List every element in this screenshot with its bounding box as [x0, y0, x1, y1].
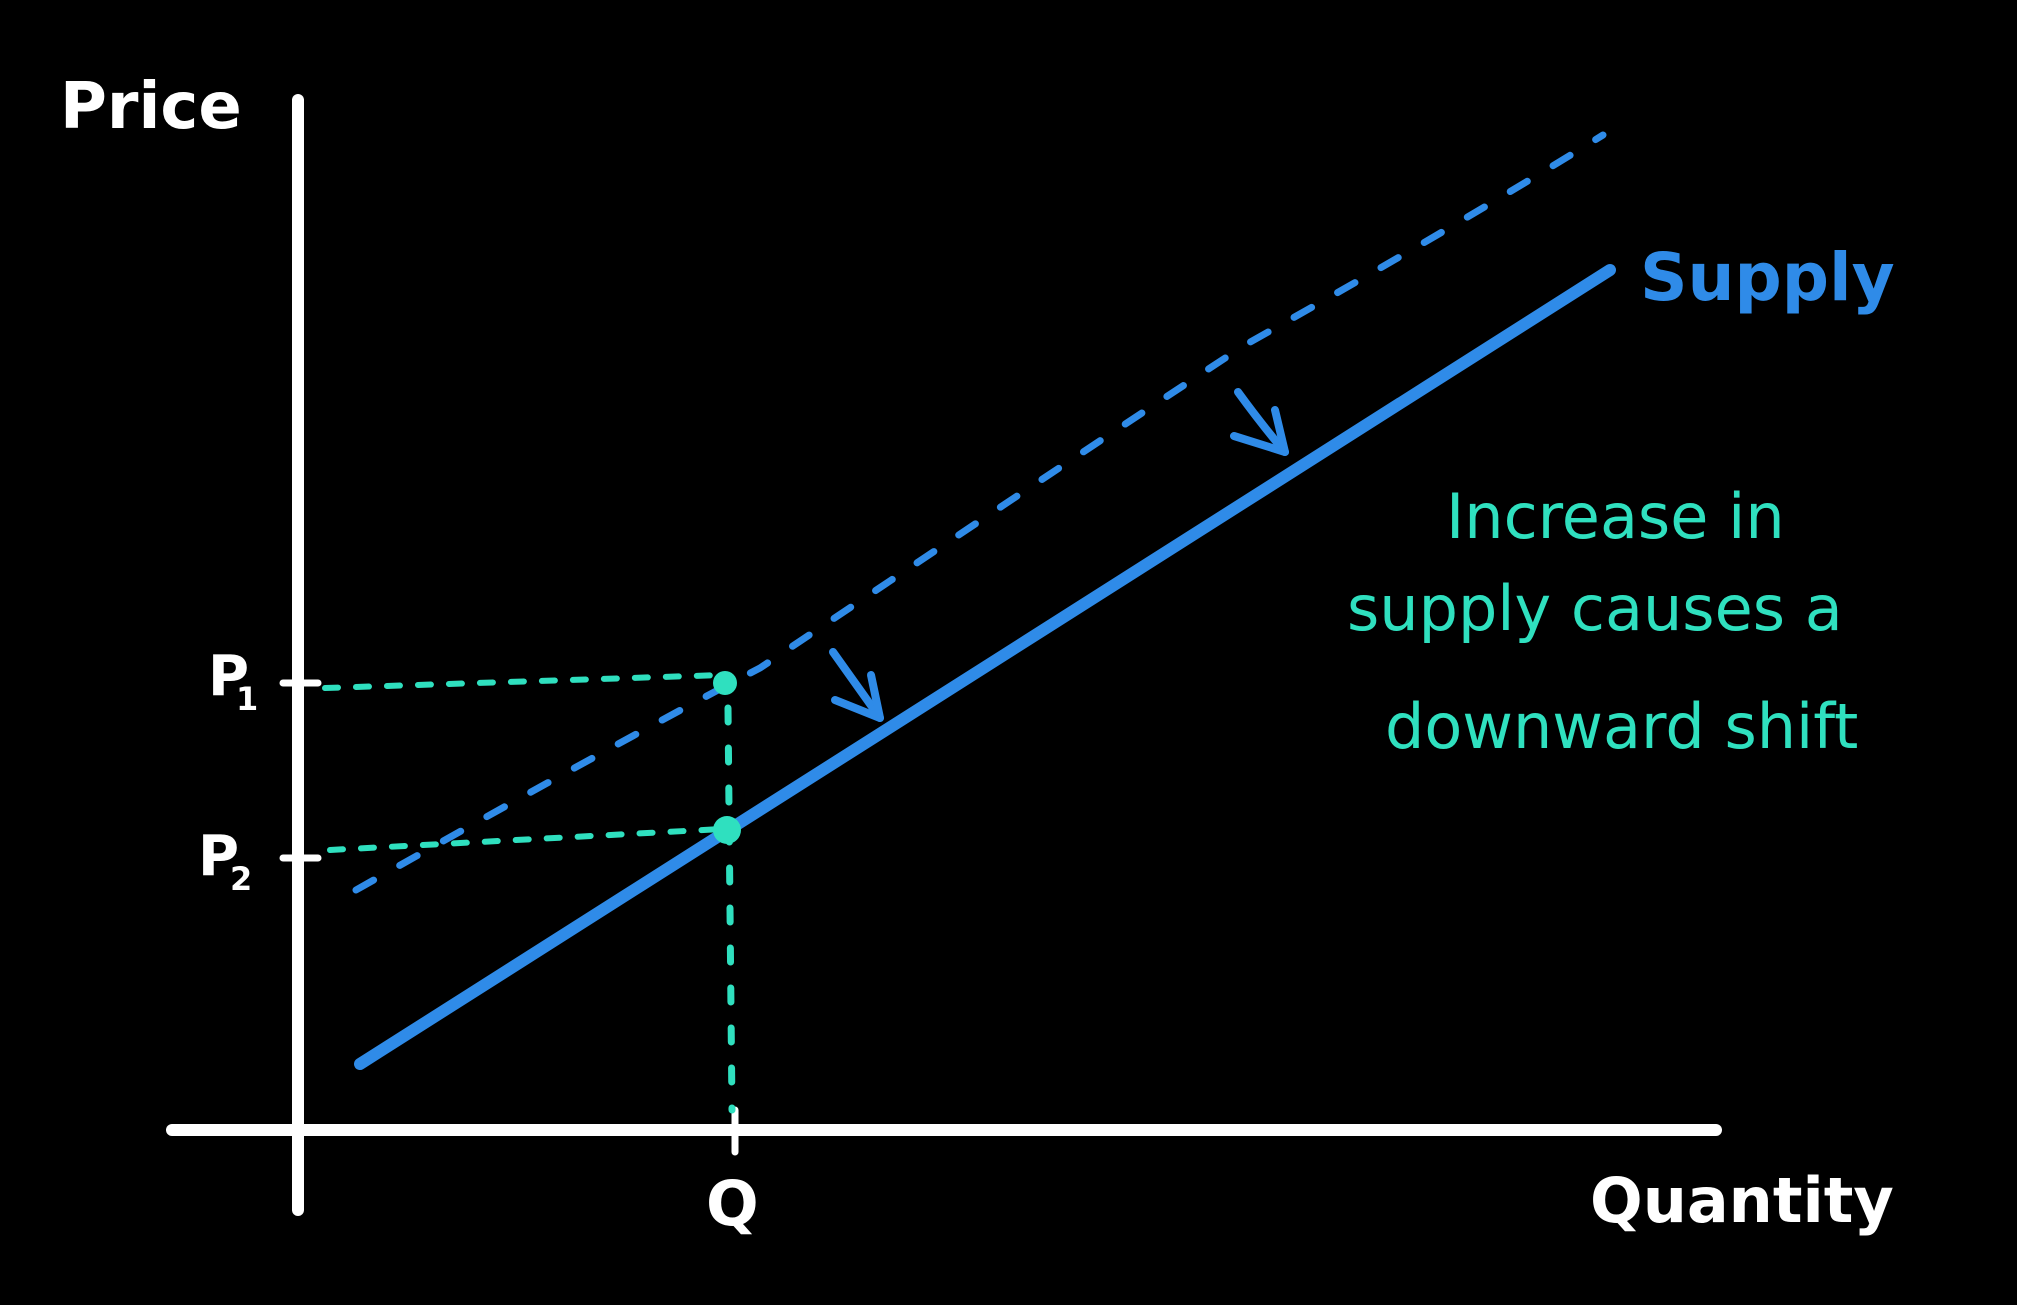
y-axis-label: Price: [60, 70, 242, 144]
p1-label: P: [208, 644, 249, 709]
p2-subscript: 2: [230, 860, 252, 898]
equilibrium-point-2: [713, 816, 741, 844]
p2-guide-line: [327, 826, 725, 853]
p1-guide-line: [322, 672, 725, 691]
shift-arrow-lower: [829, 648, 884, 722]
supply-curve: [354, 264, 1616, 1070]
original-supply-curve: [352, 131, 1607, 894]
x-axis-label: Quantity: [1590, 1164, 1894, 1237]
p2-label: P: [198, 824, 239, 889]
p1-subscript: 1: [236, 680, 258, 718]
note-line-3: downward shift: [1385, 690, 1858, 763]
note-line-1: Increase in: [1446, 480, 1785, 553]
q-guide-line: [724, 704, 736, 1114]
note-line-2: supply causes a: [1347, 572, 1843, 645]
supply-label: Supply: [1640, 239, 1895, 316]
equilibrium-point-1: [713, 671, 737, 695]
shift-arrow-upper: [1230, 388, 1289, 456]
q-label: Q: [706, 1167, 759, 1240]
